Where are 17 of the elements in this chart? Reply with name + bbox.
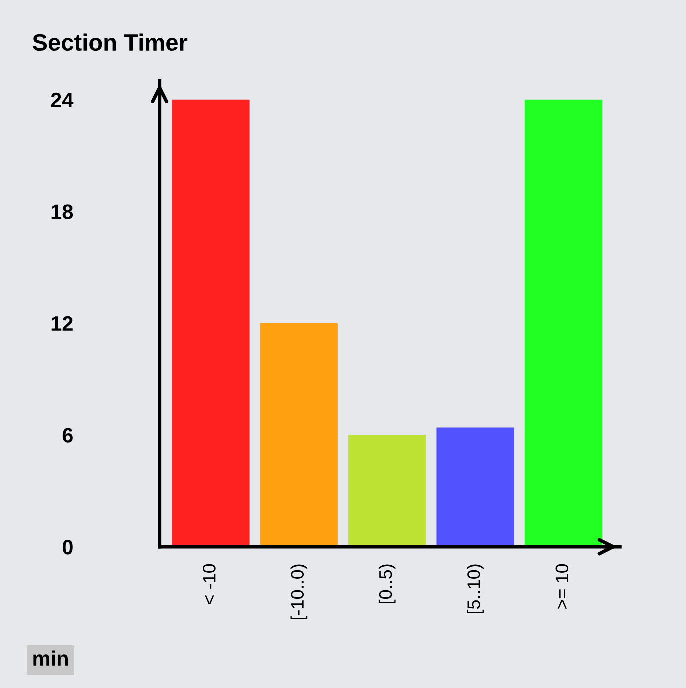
x-tick-label: >= 10 [556, 564, 569, 609]
chart-title: Section Timer [32, 34, 188, 52]
bar [172, 100, 250, 547]
bar [348, 435, 426, 547]
y-tick-label: 12 [52, 316, 73, 331]
bar [524, 100, 603, 547]
bar [436, 428, 514, 547]
x-tick-label: [-10..0) [290, 564, 308, 620]
bar [260, 323, 338, 547]
text: min [34, 650, 68, 666]
x-tick-label: [0..5) [378, 564, 396, 604]
y-tick-label: 6 [62, 428, 73, 443]
y-tick-label: 24 [51, 92, 74, 108]
y-tick-label: 0 [62, 540, 73, 555]
x-tick-label: < -10 [203, 564, 216, 604]
y-tick-label: 18 [52, 204, 74, 220]
x-tick-label: [5..10) [467, 564, 484, 614]
